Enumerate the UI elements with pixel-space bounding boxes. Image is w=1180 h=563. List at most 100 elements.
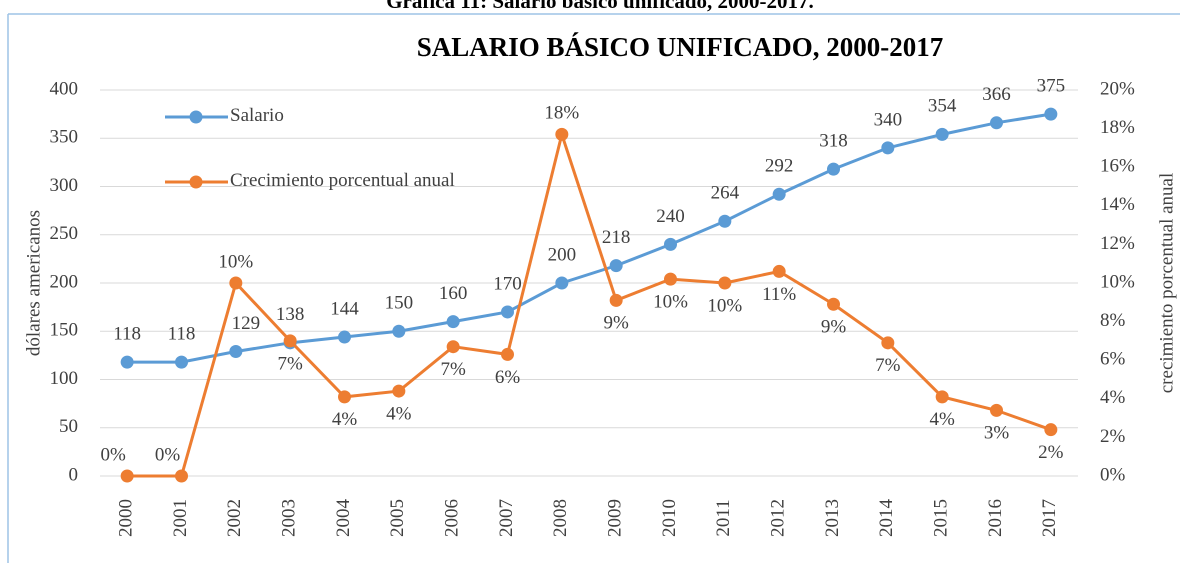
data-label: 11% (762, 284, 796, 305)
point (555, 127, 569, 141)
point (555, 276, 569, 290)
y2-tick-label: 2% (1100, 426, 1126, 447)
x-tick-label: 2001 (170, 499, 191, 537)
data-label: 9% (821, 317, 847, 338)
point (664, 237, 677, 251)
y2-axis-label: crecimiento porcentual anual (1156, 173, 1177, 394)
point (827, 297, 840, 311)
point (718, 276, 732, 290)
point (664, 272, 677, 286)
point (772, 264, 786, 278)
legend-label: Crecimiento porcentual anual (230, 170, 455, 191)
data-label: 18% (544, 103, 579, 124)
x-tick-label: 2006 (442, 499, 463, 537)
y2-tick-label: 18% (1100, 117, 1135, 138)
point (501, 347, 514, 361)
data-label: 118 (168, 323, 196, 344)
data-label: 354 (928, 96, 957, 117)
x-tick-label: 2002 (224, 499, 245, 537)
data-label: 9% (604, 313, 630, 334)
x-tick-label: 2016 (985, 499, 1006, 537)
series-line (127, 112, 1052, 364)
data-label: 2% (1038, 442, 1064, 463)
point (609, 259, 623, 273)
x-tick-label: 2007 (496, 499, 517, 537)
x-tick-label: 2014 (876, 499, 897, 538)
data-label: 0% (101, 444, 127, 465)
chart-title: SALARIO BÁSICO UNIFICADO, 2000-2017 (417, 32, 944, 62)
point (772, 187, 786, 201)
data-label: 4% (930, 409, 956, 430)
data-label: 3% (984, 423, 1010, 444)
point (718, 214, 732, 228)
x-tick-label: 2012 (768, 499, 789, 537)
legend-marker (189, 175, 203, 189)
data-label: 366 (982, 84, 1011, 105)
y2-tick-label: 20% (1100, 78, 1135, 99)
y-tick-label: 300 (50, 175, 79, 196)
x-tick-label: 2017 (1039, 499, 1060, 537)
y-tick-label: 150 (50, 320, 79, 341)
point (120, 469, 134, 483)
point (446, 340, 460, 354)
y-axis-label: dólares americanos (23, 210, 44, 356)
data-label: 170 (493, 273, 522, 294)
point (935, 127, 949, 141)
data-label: 7% (278, 353, 304, 374)
point (1044, 107, 1058, 121)
x-tick-label: 2013 (822, 499, 843, 537)
data-label: 200 (548, 244, 577, 265)
y2-tick-label: 0% (1100, 464, 1126, 485)
point (120, 355, 134, 369)
point (175, 355, 188, 369)
data-label: 375 (1037, 75, 1066, 96)
legend-entry: Salario (230, 105, 284, 126)
y2-tick-label: 16% (1100, 156, 1135, 177)
y2-tick-label: 10% (1100, 271, 1135, 292)
data-label: 150 (385, 293, 414, 314)
point (392, 384, 406, 398)
data-label: 240 (656, 206, 685, 227)
x-tick-label: 2009 (605, 499, 626, 537)
y-tick-label: 50 (59, 416, 78, 437)
y2-tick-label: 8% (1100, 310, 1126, 331)
data-label: 4% (386, 403, 412, 424)
data-label: 118 (113, 323, 141, 344)
y-tick-label: 0 (69, 464, 79, 485)
point (338, 390, 351, 404)
data-label: 4% (332, 409, 358, 430)
data-label: 7% (875, 355, 901, 376)
point (229, 345, 243, 359)
point (229, 276, 243, 290)
y-tick-label: 250 (50, 223, 79, 244)
legend-marker (189, 110, 203, 124)
legend-label: Salario (230, 105, 284, 126)
data-label: 10% (707, 295, 742, 316)
y2-tick-label: 4% (1100, 387, 1126, 408)
series-line (127, 128, 1052, 478)
y-tick-label: 200 (50, 271, 79, 292)
x-tick-label: 2000 (116, 499, 137, 537)
point (501, 305, 514, 319)
y2-tick-label: 14% (1100, 194, 1135, 215)
data-label: 160 (439, 283, 468, 304)
data-label: 264 (711, 183, 740, 204)
point (881, 141, 895, 155)
y-tick-label: 350 (50, 127, 79, 148)
legend-entry: Crecimiento porcentual anual (230, 170, 455, 191)
data-label: 218 (602, 227, 631, 248)
data-label: 0% (155, 444, 181, 465)
y2-tick-label: 12% (1100, 233, 1135, 254)
data-label: 10% (218, 251, 253, 272)
y2-tick-label: 6% (1100, 349, 1126, 370)
data-label: 292 (765, 156, 794, 177)
data-label: 318 (819, 130, 848, 151)
point (338, 330, 351, 344)
data-label: 10% (653, 291, 688, 312)
data-label: 7% (441, 359, 467, 380)
data-label: 138 (276, 304, 305, 325)
page-title: Gráfica 11: Salario básico unificado, 20… (386, 0, 814, 13)
data-label: 340 (874, 109, 903, 130)
point (175, 469, 188, 483)
point (446, 315, 460, 329)
